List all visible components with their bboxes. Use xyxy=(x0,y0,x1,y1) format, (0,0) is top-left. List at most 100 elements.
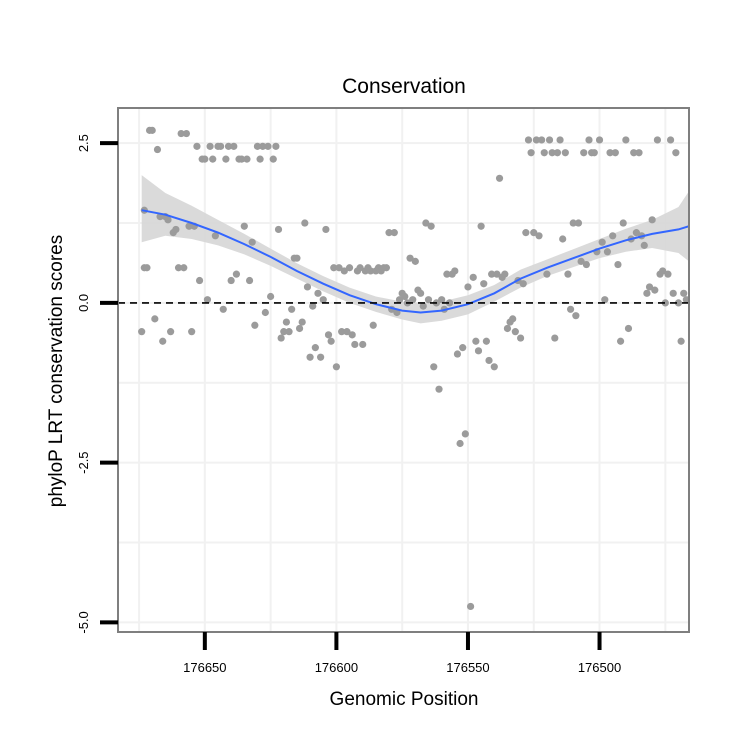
data-point xyxy=(164,216,172,224)
data-point xyxy=(624,324,633,333)
data-point xyxy=(661,299,669,307)
data-point xyxy=(251,321,259,329)
data-point xyxy=(167,328,175,336)
data-point xyxy=(172,225,180,234)
data-point xyxy=(648,216,656,224)
data-point xyxy=(559,235,567,243)
data-point xyxy=(335,264,343,272)
data-point xyxy=(466,602,475,611)
data-point xyxy=(438,296,446,304)
data-point xyxy=(461,430,469,438)
data-point xyxy=(569,219,577,227)
data-point xyxy=(330,264,338,272)
data-point xyxy=(611,149,619,157)
panel-border xyxy=(117,107,690,633)
data-point xyxy=(340,267,348,275)
data-point xyxy=(177,129,185,138)
data-point xyxy=(535,232,543,240)
data-point xyxy=(174,264,183,272)
data-point xyxy=(261,308,269,317)
smooth-line xyxy=(141,209,690,314)
x-tick-label: 176550 xyxy=(446,660,489,675)
data-point xyxy=(332,363,341,371)
data-point xyxy=(522,229,530,237)
data-point xyxy=(619,219,627,227)
data-point xyxy=(298,318,306,326)
data-point xyxy=(203,296,212,304)
data-point xyxy=(577,257,585,265)
data-point xyxy=(245,276,254,285)
data-point xyxy=(572,312,580,320)
confidence-band-area xyxy=(141,175,690,324)
data-point xyxy=(524,136,533,144)
data-point xyxy=(359,340,367,349)
data-point xyxy=(227,276,235,285)
data-point xyxy=(217,142,225,150)
data-point xyxy=(445,299,454,307)
data-point xyxy=(277,334,285,342)
data-point xyxy=(319,296,327,304)
data-point xyxy=(274,225,283,234)
data-point xyxy=(672,149,680,157)
data-point xyxy=(159,337,167,345)
x-axis: 176650 176600 176550 176500 xyxy=(183,632,621,675)
data-point xyxy=(469,273,477,281)
data-point xyxy=(338,328,346,336)
data-point xyxy=(230,142,238,150)
data-point xyxy=(248,238,256,246)
data-point xyxy=(453,350,462,358)
data-point xyxy=(590,149,598,157)
data-point xyxy=(343,328,351,336)
data-point xyxy=(482,337,490,345)
data-point xyxy=(603,248,612,256)
data-point xyxy=(488,270,496,278)
data-point xyxy=(435,385,443,393)
data-point xyxy=(382,264,390,272)
data-point xyxy=(411,257,419,265)
data-point xyxy=(185,222,193,230)
data-point xyxy=(195,276,204,285)
data-point xyxy=(193,142,201,150)
data-point xyxy=(516,334,525,342)
smooth-line-path xyxy=(141,209,690,314)
data-point xyxy=(580,149,588,157)
data-point xyxy=(548,149,556,157)
data-point xyxy=(182,129,191,138)
data-point xyxy=(609,232,617,240)
data-point xyxy=(669,289,677,297)
data-point xyxy=(267,292,275,301)
data-point xyxy=(503,324,512,333)
data-point xyxy=(309,302,317,310)
data-point xyxy=(645,283,654,291)
data-point xyxy=(677,337,685,345)
data-point xyxy=(664,270,672,278)
data-point xyxy=(606,149,614,157)
data-point xyxy=(501,270,509,278)
data-point xyxy=(395,296,404,304)
data-point xyxy=(209,155,217,163)
data-point xyxy=(303,283,312,291)
data-point xyxy=(285,328,293,336)
data-point xyxy=(406,254,414,262)
data-point xyxy=(264,142,272,150)
data-point xyxy=(659,267,667,275)
data-point xyxy=(495,174,504,182)
data-point xyxy=(253,142,262,150)
data-point xyxy=(490,363,498,371)
data-point xyxy=(148,126,156,134)
data-point xyxy=(224,142,233,150)
data-point xyxy=(348,331,356,339)
data-point xyxy=(474,347,483,355)
data-point xyxy=(385,229,393,237)
x-tick-label: 176650 xyxy=(183,660,226,675)
data-point xyxy=(417,289,425,297)
data-point xyxy=(201,155,209,163)
data-point xyxy=(464,283,472,291)
x-tick-label: 176600 xyxy=(315,660,358,675)
data-point xyxy=(538,136,546,144)
data-point xyxy=(616,337,625,345)
data-point xyxy=(493,270,501,278)
data-point xyxy=(430,363,438,371)
data-points xyxy=(138,126,690,611)
data-point xyxy=(351,340,359,349)
